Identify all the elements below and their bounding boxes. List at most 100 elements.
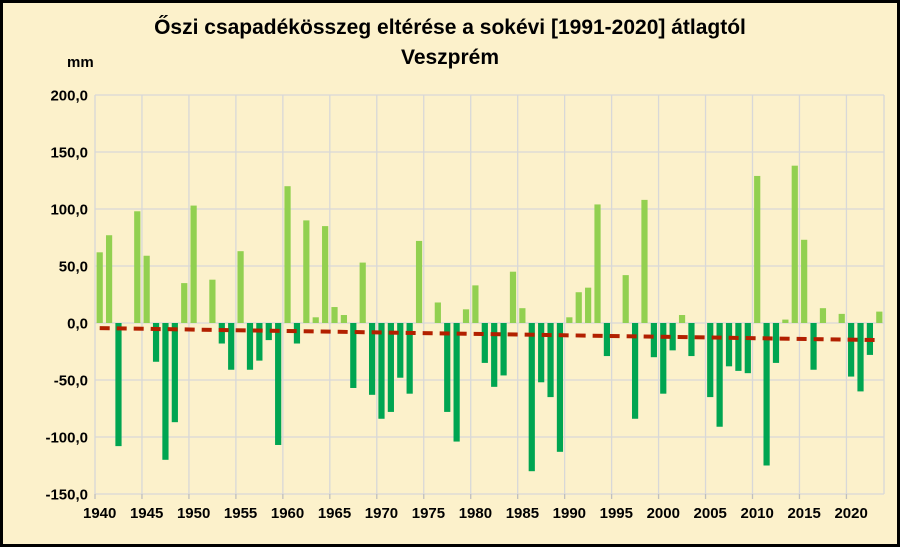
bar-1992 <box>585 287 592 323</box>
bar-1950 <box>190 205 197 323</box>
bar-2002 <box>678 315 686 323</box>
bar-1977 <box>444 323 451 412</box>
bar-1993 <box>594 204 601 323</box>
bar-1999 <box>650 323 657 358</box>
y-tick-label: 0,0 <box>67 316 88 333</box>
bar-1982 <box>491 323 498 387</box>
bar-1990 <box>566 317 573 323</box>
bar-1949 <box>181 283 188 323</box>
bar-2000 <box>660 323 667 394</box>
bar-1945 <box>143 255 150 323</box>
bar-1961 <box>293 323 301 344</box>
bar-1964 <box>322 226 329 323</box>
bar-1989 <box>556 323 564 452</box>
x-tick-label: 1945 <box>130 505 163 522</box>
y-tick-label: 100,0 <box>50 202 88 219</box>
bar-1944 <box>134 211 141 323</box>
y-tick-label: -100,0 <box>45 430 88 447</box>
y-tick-label: 150,0 <box>50 145 88 162</box>
bar-1983 <box>500 323 507 376</box>
y-tick-label: 50,0 <box>59 259 88 276</box>
bar-2010 <box>754 175 761 323</box>
x-tick-label: 1990 <box>553 505 586 522</box>
x-tick-label: 1985 <box>506 505 539 522</box>
bar-1967 <box>350 323 357 388</box>
x-tick-label: 2010 <box>741 505 774 522</box>
x-tick-label: 2000 <box>647 505 680 522</box>
y-tick-label: -150,0 <box>45 487 88 504</box>
bar-1974 <box>415 240 423 323</box>
bar-1987 <box>538 323 545 383</box>
x-tick-label: 1960 <box>271 505 304 522</box>
bar-1973 <box>406 323 413 394</box>
y-axis-unit-label: mm <box>67 54 94 71</box>
y-tick-label: 200,0 <box>50 88 88 105</box>
bar-2016 <box>810 323 817 370</box>
bar-1955 <box>237 251 244 323</box>
chart-title: Őszi csapadékösszeg eltérése a sokévi [1… <box>3 13 897 74</box>
bar-2017 <box>819 308 827 323</box>
bar-1981 <box>481 323 488 363</box>
bar-1978 <box>453 323 460 442</box>
bar-1941 <box>105 235 113 323</box>
bar-1958 <box>265 323 272 341</box>
bar-2006 <box>716 323 723 427</box>
bar-1985 <box>519 308 526 323</box>
x-tick-label: 1955 <box>224 505 257 522</box>
x-tick-label: 2015 <box>787 505 820 522</box>
x-tick-label: 1975 <box>412 505 445 522</box>
bar-1996 <box>622 275 629 323</box>
bar-2011 <box>763 323 770 466</box>
chart-title-line2: Veszprém <box>400 46 500 70</box>
trend-line <box>99 326 880 343</box>
bar-1963 <box>312 317 319 323</box>
bar-1988 <box>547 323 554 398</box>
bar-1962 <box>303 220 310 323</box>
x-tick-label: 1995 <box>600 505 633 522</box>
bar-1984 <box>509 271 517 323</box>
x-tick-label: 1950 <box>177 505 210 522</box>
y-tick-label: -50,0 <box>54 373 88 390</box>
bar-1994 <box>603 323 611 357</box>
bar-1957 <box>256 323 263 361</box>
precipitation-deviation-bar-chart: 200,0150,0100,050,00,0-50,0-100,0-150,01… <box>45 88 885 522</box>
bar-1969 <box>368 323 376 395</box>
bar-1959 <box>275 323 282 445</box>
bar-2005 <box>707 323 714 398</box>
bar-2007 <box>725 323 733 367</box>
bar-1954 <box>228 323 235 370</box>
bar-1965 <box>331 307 338 323</box>
bar-1972 <box>397 323 404 378</box>
x-tick-label: 1980 <box>459 505 492 522</box>
bar-1940 <box>96 252 103 323</box>
bar-1971 <box>387 323 394 412</box>
x-tick-label: 1940 <box>83 505 116 522</box>
bar-1980 <box>472 285 479 323</box>
bar-1948 <box>171 323 178 423</box>
bar-1976 <box>434 302 441 323</box>
bar-1979 <box>462 309 470 323</box>
x-tick-label: 1965 <box>318 505 351 522</box>
bar-1986 <box>528 323 535 472</box>
bar-1947 <box>162 323 169 460</box>
x-tick-label: 1970 <box>365 505 398 522</box>
bar-1997 <box>631 323 639 419</box>
x-tick-label: 2020 <box>834 505 867 522</box>
bar-2023 <box>876 311 883 323</box>
bar-1952 <box>209 279 216 323</box>
bar-1966 <box>340 315 348 323</box>
chart-title-line1: Őszi csapadékösszeg eltérése a sokévi [1… <box>154 16 746 39</box>
bar-2014 <box>791 165 798 323</box>
bar-1942 <box>115 323 122 447</box>
bar-1946 <box>152 323 160 362</box>
bar-2001 <box>669 323 676 351</box>
bar-2019 <box>838 313 845 323</box>
bar-1968 <box>359 262 366 323</box>
bar-1953 <box>218 323 225 344</box>
bar-1998 <box>641 199 648 323</box>
bar-2015 <box>801 239 808 323</box>
bar-2008 <box>735 323 742 371</box>
bar-1991 <box>575 292 582 323</box>
bar-2012 <box>772 323 780 363</box>
